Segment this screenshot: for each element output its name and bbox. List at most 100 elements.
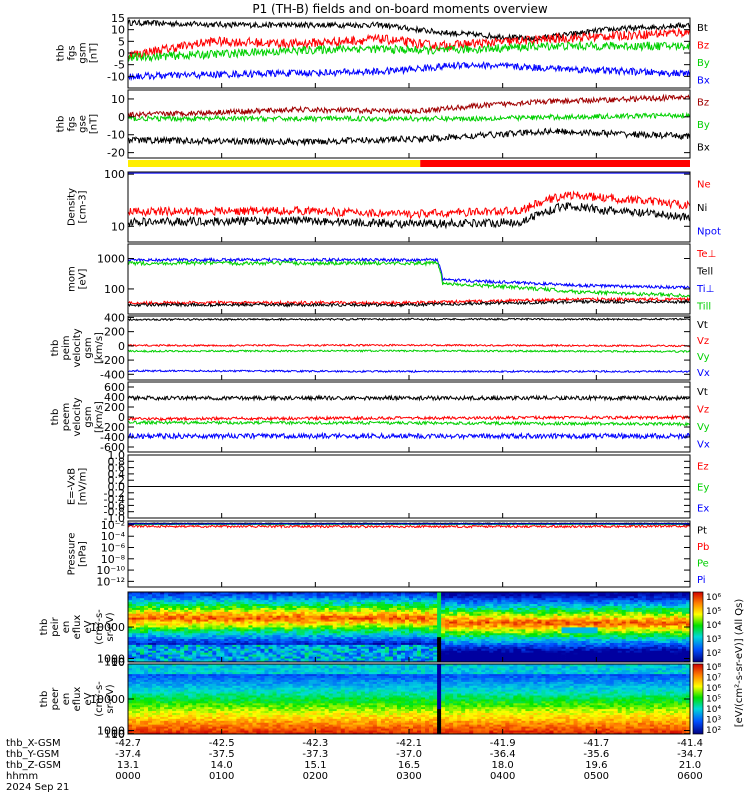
x-tick-label: -41.7 — [583, 738, 609, 749]
y-axis-label: en — [61, 693, 72, 706]
legend-vt: Vt — [697, 320, 708, 331]
legend-vx: Vx — [697, 368, 710, 379]
legend-bx: Bx — [697, 143, 710, 154]
x-row-label: thb_Y-GSM — [6, 749, 59, 760]
x-tick-label: 15.1 — [304, 760, 326, 771]
y-axis-label: thb — [39, 691, 50, 708]
colorbar-tick-label: 10⁸ — [706, 663, 721, 673]
series-by-line — [128, 113, 690, 121]
y-axis-label: Pressure — [67, 533, 78, 576]
x-tick-label: -36.4 — [490, 749, 516, 760]
y-axis-label: mom — [67, 266, 78, 292]
x-tick-label: 21.0 — [679, 760, 701, 771]
legend-ne: Ne — [697, 180, 711, 191]
y-axis-label: (cm²-s- — [94, 681, 105, 717]
series-vz-line — [128, 344, 690, 346]
y-axis-label: velocity — [72, 328, 83, 367]
series-vz-line — [128, 416, 690, 420]
y-axis-label: velocity — [72, 397, 83, 436]
y-axis-label: thb — [50, 340, 61, 357]
series-bx-line — [128, 128, 690, 144]
status-bar-red — [420, 160, 690, 167]
y-axis-label: [nT] — [89, 43, 100, 63]
x-tick-label: -42.7 — [115, 738, 141, 749]
x-row-label: thb_X-GSM — [6, 738, 61, 749]
y-axis-label: eflux — [72, 687, 83, 712]
x-tick-label: -42.3 — [302, 738, 328, 749]
y-axis-label: gsm — [83, 406, 94, 427]
y-axis-label: sr-eV) — [105, 684, 116, 713]
x-tick-label: -42.5 — [209, 738, 235, 749]
x-tick-label: 13.1 — [117, 760, 139, 771]
x-tick-label: 14.0 — [211, 760, 233, 771]
legend-bz: Bz — [697, 97, 709, 108]
y-axis-label: thb — [39, 619, 50, 636]
y-axis-label: [mV/m] — [78, 468, 89, 506]
legend-ne: Te⊥ — [696, 249, 716, 260]
colorbar-tick-label: 10⁵ — [706, 695, 721, 705]
x-tick-label: 0200 — [303, 771, 328, 782]
legend-vy: Vy — [697, 352, 710, 363]
y-tick-label: 10⁻¹² — [96, 575, 125, 588]
legend-pt: Pt — [697, 525, 707, 536]
status-bar-yellow — [128, 160, 420, 167]
colorbar-tick-label: 10⁵ — [706, 607, 721, 617]
y-axis-label: [eV] — [78, 269, 89, 290]
legend-bz: Bz — [697, 40, 709, 51]
y-tick-label: 10 — [111, 220, 125, 233]
series-vy-line — [128, 421, 690, 425]
x-row-label: hhmm — [6, 771, 38, 782]
x-tick-label: -37.4 — [115, 749, 141, 760]
panel-frame — [128, 90, 690, 158]
y-tick-label: 100 — [104, 283, 125, 296]
x-tick-label: -41.4 — [677, 738, 703, 749]
y-tick-label: 100 — [104, 168, 125, 181]
y-axis-label: peim — [61, 335, 72, 360]
x-row-label: thb_Z-GSM — [6, 760, 61, 771]
colorbar-tick-label: 10² — [706, 726, 721, 736]
x-tick-label: -41.9 — [490, 738, 516, 749]
y-axis-label: fgs — [67, 45, 78, 60]
plot-title: P1 (TH-B) fields and on-board moments ov… — [252, 2, 548, 16]
legend-till: Till — [696, 301, 711, 312]
x-tick-label: -37.0 — [396, 749, 422, 760]
legend-ez: Ez — [697, 462, 709, 473]
colorbar-tick-label: 10³ — [706, 635, 721, 645]
y-tick-label: 10 — [111, 93, 125, 106]
legend-vy: Vy — [697, 422, 710, 433]
y-tick-label: -20 — [107, 147, 125, 160]
y-axis-label: [cm-3] — [78, 190, 89, 223]
legend-by: By — [697, 120, 710, 131]
legend-tell: Tell — [696, 266, 713, 277]
series-vx-line — [128, 434, 690, 439]
y-axis-label: sr-eV) — [105, 612, 116, 641]
legend-ex: Ex — [697, 504, 709, 515]
legend-vz: Vz — [697, 336, 709, 347]
y-axis-label: eV — [83, 692, 94, 705]
x-tick-label: -35.6 — [583, 749, 609, 760]
series-pi-line — [128, 524, 690, 525]
series-vy-line — [128, 350, 690, 352]
x-tick-label: -42.1 — [396, 738, 422, 749]
y-axis-label: gse — [78, 115, 89, 133]
y-tick-label: -10 — [107, 129, 125, 142]
spectrogram-cells — [128, 664, 690, 734]
y-axis-label: thb — [50, 409, 61, 426]
legend-vx: Vx — [697, 439, 710, 450]
series-by-line — [128, 42, 690, 62]
y-tick-label: 200 — [104, 326, 125, 339]
legend-by: By — [697, 58, 710, 69]
legend-vz: Vz — [697, 404, 709, 415]
y-axis-label: fgs — [67, 116, 78, 131]
colorbar-tick-label: 10² — [706, 649, 721, 659]
panel-frame — [128, 521, 690, 587]
x-tick-label: 0000 — [115, 771, 140, 782]
legend-ni: Ni — [697, 203, 707, 214]
